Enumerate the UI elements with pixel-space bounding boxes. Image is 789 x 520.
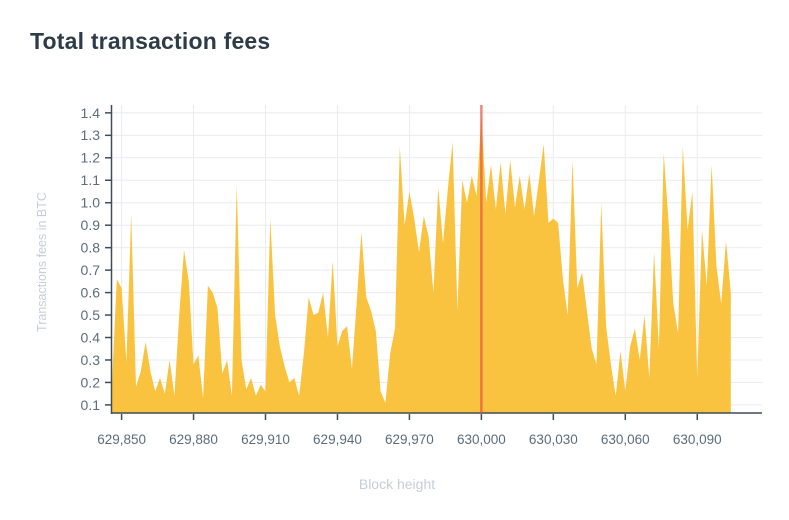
y-tick-label: 0.1 — [81, 397, 101, 413]
y-tick-label: 0.4 — [81, 329, 101, 345]
area-series — [112, 115, 731, 413]
x-tick-label: 630,000 — [457, 432, 506, 447]
y-tick-label: 1.0 — [81, 195, 101, 211]
chart-title: Total transaction fees — [30, 28, 271, 54]
x-tick-label: 629,850 — [97, 432, 146, 447]
x-axis-title: Block height — [359, 476, 435, 492]
x-tick-label: 630,060 — [601, 432, 650, 447]
y-tick-label: 1.4 — [81, 105, 101, 121]
x-tick-label: 629,970 — [385, 432, 434, 447]
y-tick-label: 0.2 — [81, 374, 101, 390]
x-tick-label: 629,940 — [313, 432, 362, 447]
y-tick-labels: 0.1 0.2 0.3 0.4 0.5 0.6 0.7 0.8 0.9 1.0 1.1 1.2 1.3 1… — [81, 105, 101, 413]
x-tick-label: 629,910 — [241, 432, 290, 447]
y-tick-label: 0.7 — [81, 262, 101, 278]
y-tick-label: 1.2 — [81, 150, 101, 166]
x-tick-label: 630,090 — [673, 432, 722, 447]
y-tick-label: 0.5 — [81, 307, 101, 323]
y-tick-label: 0.9 — [81, 217, 101, 233]
y-tick-label: 0.3 — [81, 352, 101, 368]
x-tick-label: 629,880 — [169, 432, 218, 447]
y-axis-title: Transactions fees in BTC — [35, 192, 49, 332]
x-tick-labels: 629,850 629,880 629,910 629,940 629,970 630,0… — [97, 432, 721, 447]
axes — [105, 105, 762, 420]
y-tick-label: 1.3 — [81, 127, 101, 143]
y-tick-label: 1.1 — [81, 172, 101, 188]
x-tick-label: 630,030 — [529, 432, 578, 447]
y-tick-label: 0.8 — [81, 240, 101, 256]
y-tick-label: 0.6 — [81, 284, 101, 300]
